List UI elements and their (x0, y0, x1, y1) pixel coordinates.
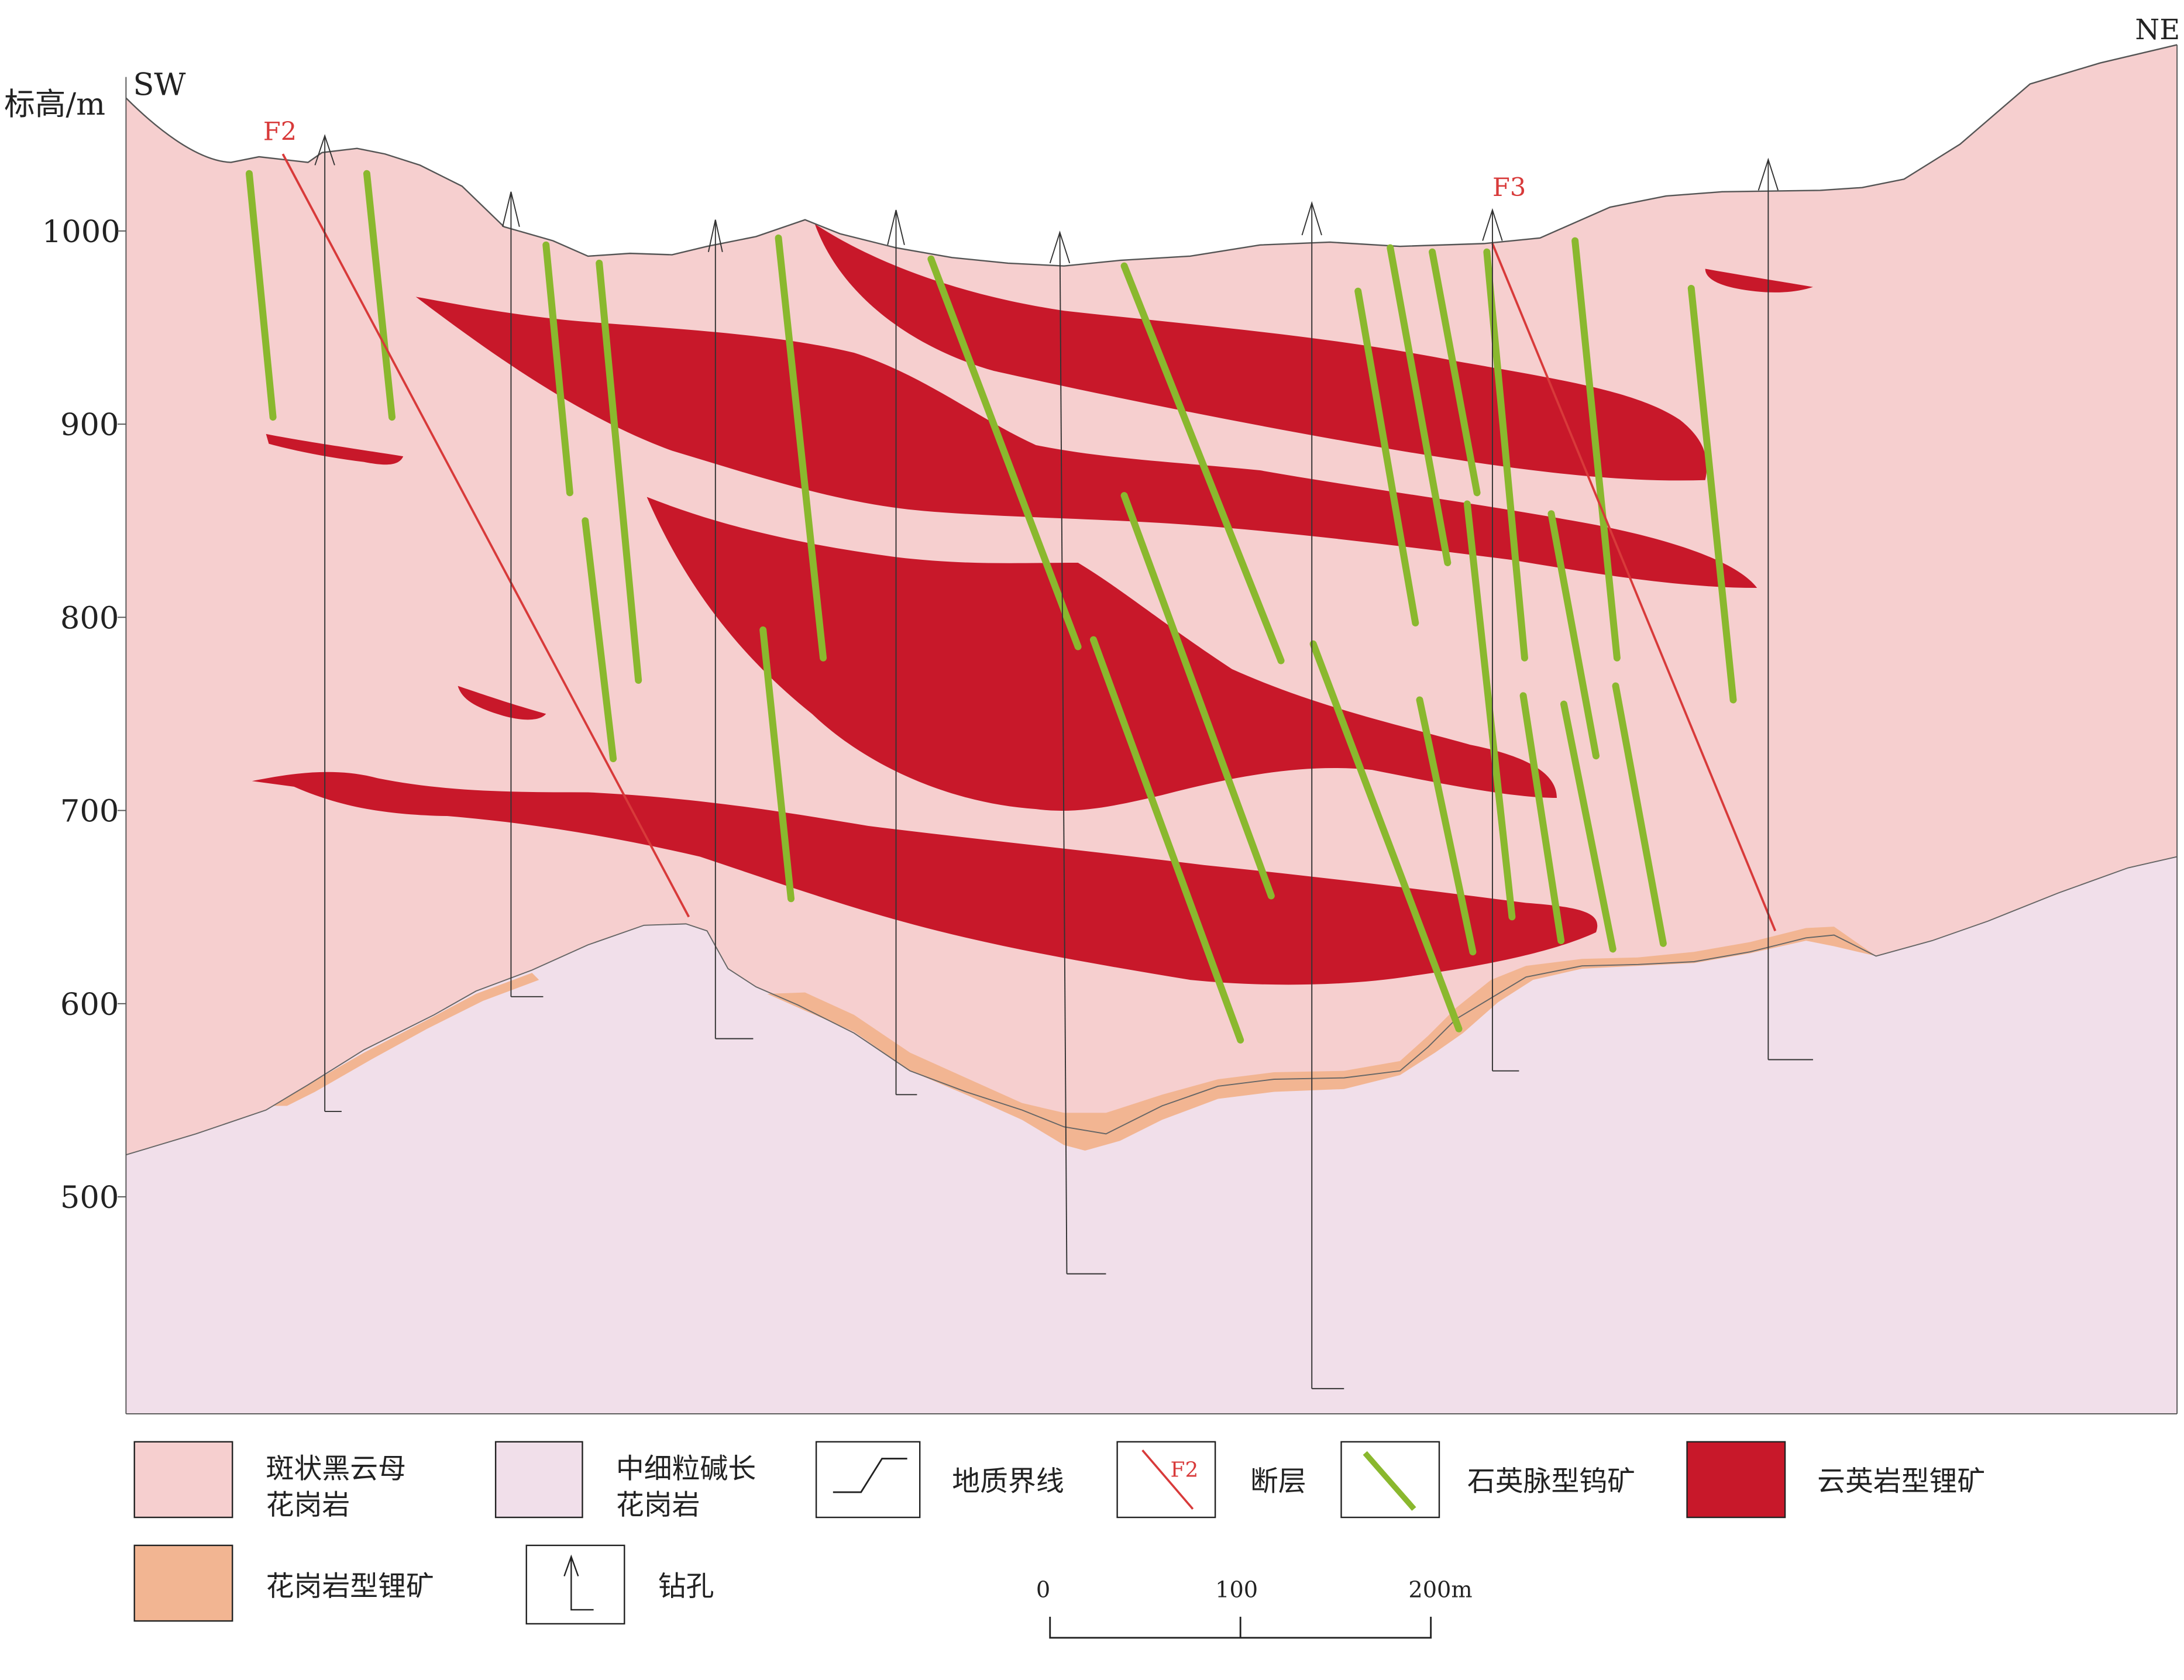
legend-swatch-granite-lithium (133, 1544, 233, 1622)
tungsten-vein (1309, 640, 1463, 1032)
direction-sw-label: SW (133, 67, 185, 103)
tungsten-vein (775, 234, 827, 662)
borehole (1757, 157, 1813, 1061)
scale-label-100: 100 (1215, 1576, 1258, 1603)
tungsten-vein (1547, 510, 1600, 760)
legend-swatch-borehole (525, 1544, 625, 1625)
y-tick-label: 900 (60, 407, 119, 443)
fault-f3-label: F3 (1492, 173, 1526, 202)
legend-label-fault: 断层 (1250, 1466, 1306, 1498)
y-tick-label: 700 (60, 794, 119, 829)
borehole (502, 191, 544, 997)
legend-swatch-geologic-boundary (815, 1441, 921, 1519)
borehole (1301, 201, 1344, 1389)
tungsten-vein (1560, 700, 1616, 953)
legend-tungsten-symbol (1363, 1451, 1416, 1511)
legend-swatch-porphyritic-granite (133, 1441, 233, 1519)
y-tick-label: 600 (60, 987, 119, 1023)
y-tick-label: 1000 (42, 214, 121, 250)
borehole (707, 219, 754, 1039)
legend-label-alkali-feldspar-granite: 中细粒碱长 (616, 1453, 756, 1485)
direction-ne-label: NE (2135, 14, 2180, 46)
tungsten-vein (542, 241, 573, 497)
fault-f2-line (281, 153, 690, 918)
legend-label-porphyritic-granite: 斑状黑云母 (266, 1453, 406, 1485)
tungsten-vein (582, 517, 617, 762)
greisen-lithium-ore-body-2 (415, 297, 1757, 588)
borehole (314, 134, 342, 1112)
scale-label-200: 200m (1408, 1576, 1472, 1603)
legend-label-granite-lithium: 花岗岩型锂矿 (266, 1571, 434, 1603)
legend-label-geologic-boundary: 地质界线 (952, 1466, 1064, 1498)
fault-f3-line (1491, 243, 1777, 932)
legend-label-greisen-lithium: 云英岩型锂矿 (1817, 1466, 1985, 1498)
tungsten-vein (245, 170, 277, 421)
tungsten-vein (1120, 492, 1275, 900)
legend-label-alkali-feldspar-granite: 花岗岩 (616, 1489, 700, 1521)
y-axis-label: 标高/m (4, 87, 105, 122)
borehole (887, 209, 917, 1096)
legend-label-borehole: 钻孔 (658, 1571, 714, 1603)
tungsten-vein (1483, 248, 1528, 662)
tungsten-vein (1463, 500, 1516, 921)
tungsten-vein (1089, 636, 1244, 1044)
greisen-lithium-ore-lens-3 (1705, 268, 1813, 292)
greisen-lithium-ore-lens-1 (266, 433, 404, 465)
scale-bar: 0 100 200m (1036, 1576, 1473, 1639)
borehole (1049, 230, 1106, 1275)
legend-swatch-alkali-feldspar-granite (494, 1441, 583, 1519)
fault-f2-label: F2 (263, 117, 297, 146)
legend: 斑状黑云母 花岗岩 中细粒碱长 花岗岩 地质界线 F2 断层 石英脉型钨矿 云英… (133, 1441, 1985, 1625)
greisen-lithium-ore-body-1 (814, 223, 1707, 481)
tungsten-vein (1416, 696, 1477, 956)
granite-lithium-ore-west (273, 973, 539, 1106)
tungsten-vein (1519, 692, 1565, 945)
borehole (1482, 208, 1519, 1072)
granite-lithium-ore-central (767, 927, 1876, 1151)
legend-fault-symbol (1141, 1449, 1194, 1510)
tungsten-vein (759, 626, 795, 903)
legend-swatch-fault (1116, 1441, 1216, 1519)
greisen-lithium-ore-lens-2 (458, 686, 546, 720)
tungsten-vein (596, 259, 642, 684)
tungsten-vein (1687, 284, 1737, 704)
legend-label-porphyritic-granite: 花岗岩 (266, 1489, 350, 1521)
tungsten-vein (363, 170, 396, 421)
legend-borehole-symbol (563, 1554, 594, 1611)
tungsten-vein (1571, 237, 1621, 662)
alkali-feldspar-granite-area (126, 856, 2178, 1414)
y-tick-label: 500 (60, 1180, 119, 1216)
legend-swatch-greisen-lithium (1686, 1441, 1786, 1519)
tungsten-vein (1387, 244, 1452, 566)
tungsten-vein (1120, 262, 1285, 665)
tungsten-vein (1612, 682, 1667, 947)
legend-fault-symbol-label: F2 (1171, 1458, 1199, 1482)
tungsten-vein (1429, 248, 1481, 497)
tungsten-vein (1354, 287, 1419, 626)
greisen-lithium-ore-body-4 (252, 772, 1598, 985)
tungsten-vein (927, 255, 1082, 650)
topographic-surface-line (125, 44, 2178, 267)
scale-label-0: 0 (1036, 1576, 1050, 1603)
legend-label-quartz-vein-tungsten: 石英脉型钨矿 (1467, 1466, 1635, 1498)
y-tick-label: 800 (60, 600, 119, 636)
lithological-boundary-line (126, 856, 2178, 1156)
legend-boundary-symbol (833, 1458, 907, 1493)
